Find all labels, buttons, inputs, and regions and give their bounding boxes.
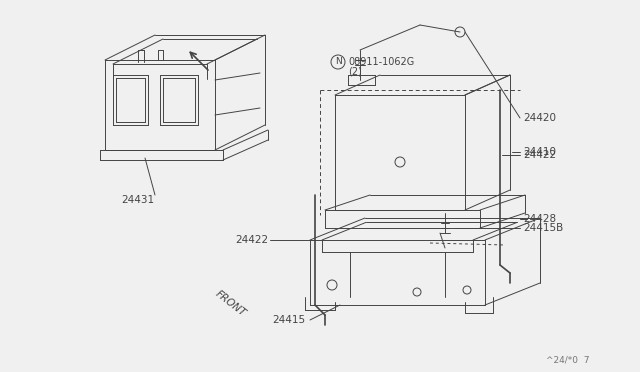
Text: 24422: 24422 [235, 235, 268, 245]
Text: ^24/*0  7: ^24/*0 7 [547, 356, 590, 365]
Text: 24415B: 24415B [523, 223, 563, 233]
Text: 08911-1062G: 08911-1062G [348, 57, 414, 67]
Text: 24420: 24420 [523, 113, 556, 123]
Text: N: N [335, 58, 341, 67]
Text: 24422: 24422 [523, 150, 556, 160]
Text: (2): (2) [348, 67, 362, 77]
Text: 24431: 24431 [122, 195, 155, 205]
Text: 24410: 24410 [523, 147, 556, 157]
Text: 24428: 24428 [523, 214, 556, 224]
Text: 24415: 24415 [272, 315, 305, 325]
Text: FRONT: FRONT [213, 289, 247, 319]
